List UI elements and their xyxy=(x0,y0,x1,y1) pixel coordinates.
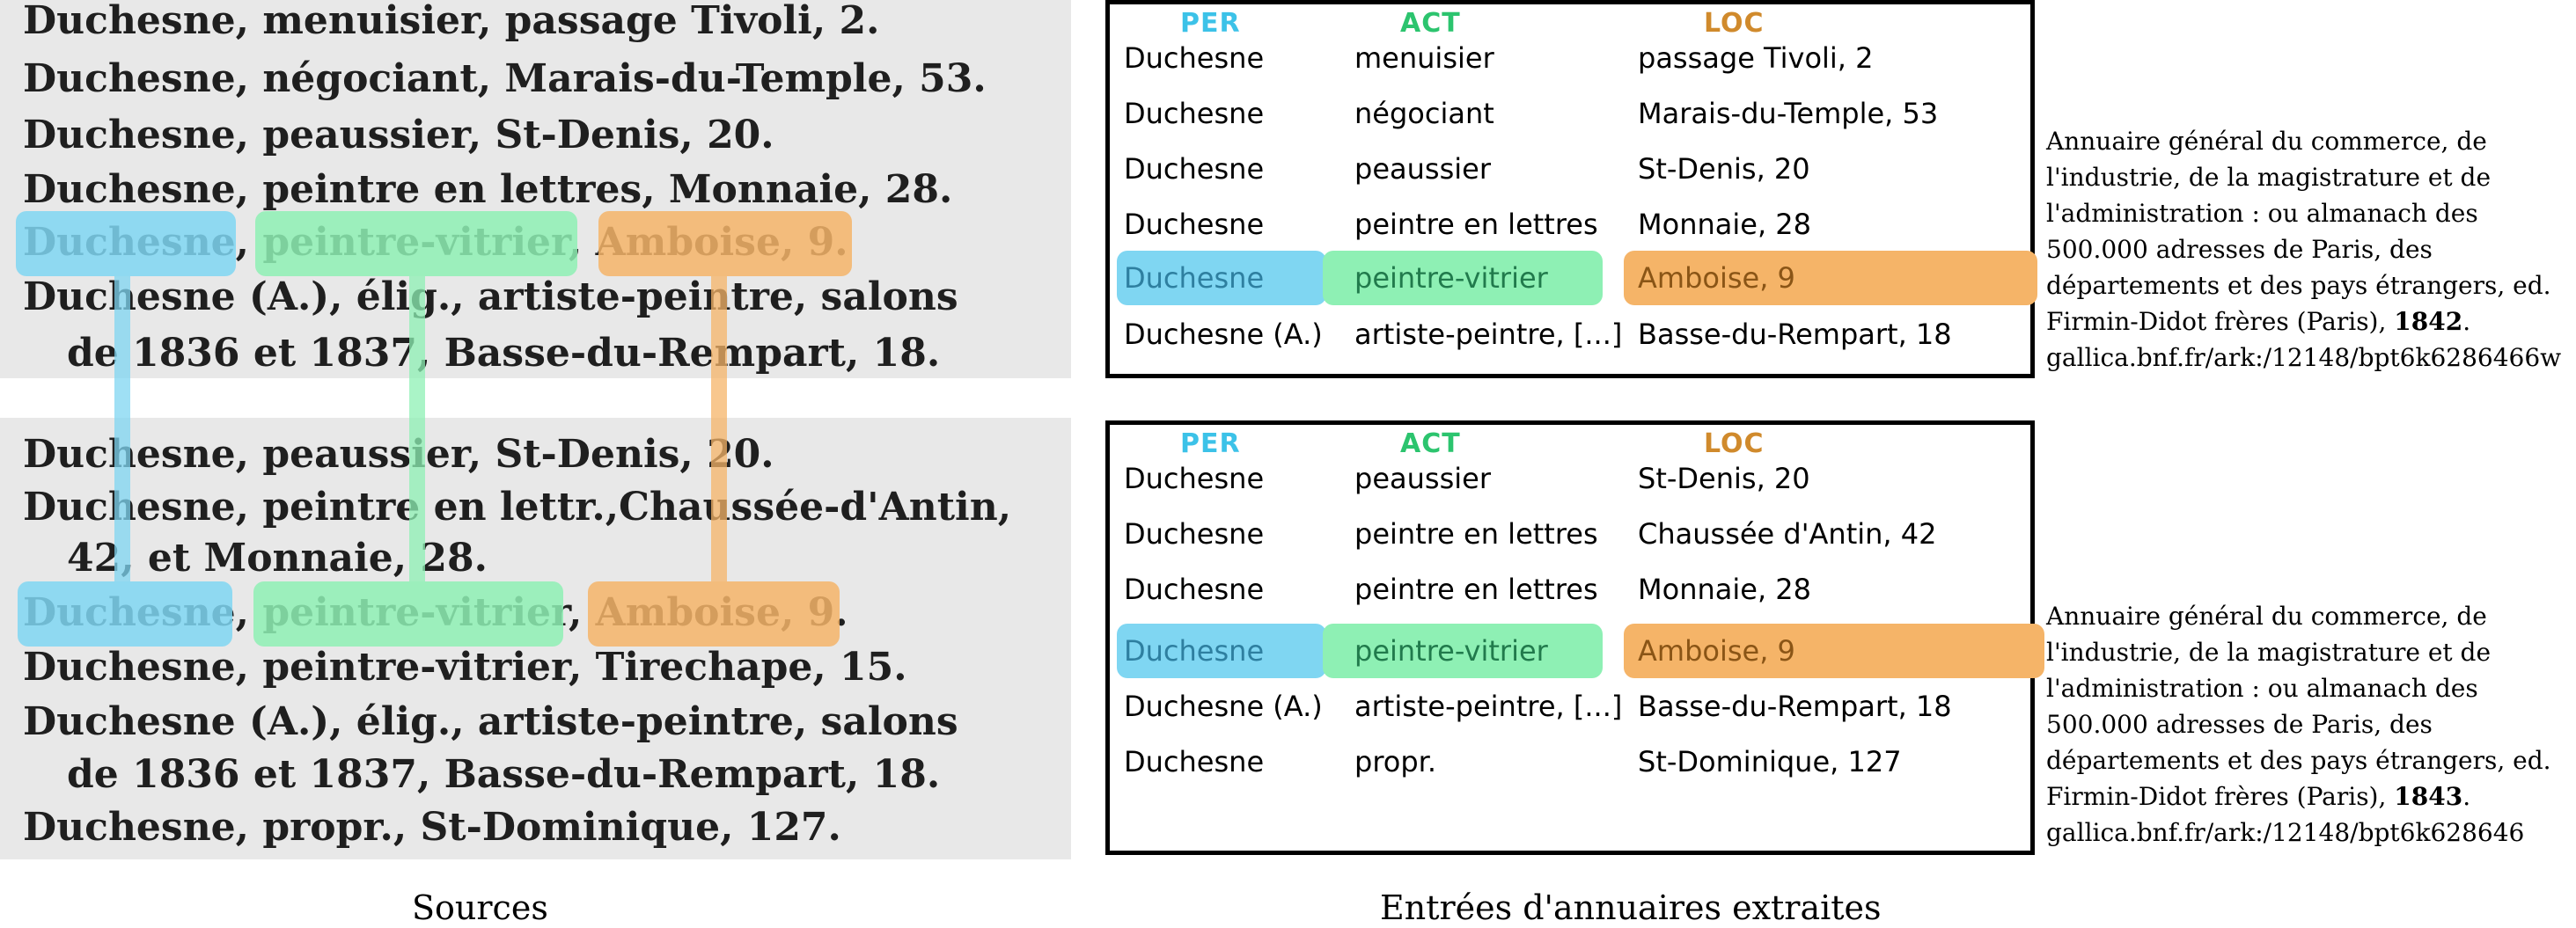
table-row: Duchesne peintre en lettres Monnaie, 28 xyxy=(1110,197,2030,252)
cell-per: Duchesne (A.) xyxy=(1124,318,1323,351)
cell-loc: Marais-du-Temple, 53 xyxy=(1638,97,1939,130)
cell-per: Duchesne xyxy=(1117,251,1326,305)
citation-year: 1842 xyxy=(2394,307,2463,336)
cell-per: Duchesne xyxy=(1124,745,1265,778)
scan-line: Duchesne, peaussier, St-Denis, 20. xyxy=(23,113,774,157)
table-row: Duchesne (A.) artiste-peintre, [...] Bas… xyxy=(1110,307,2030,362)
table-row: Duchesne menuisier passage Tivoli, 2 xyxy=(1110,31,2030,85)
source-scan-1842: Duchesne, menuisier, passage Tivoli, 2. … xyxy=(0,0,1071,378)
header-per: PER xyxy=(1180,428,1241,459)
cell-loc: Amboise, 9 xyxy=(1624,251,2037,305)
cell-loc: St-Denis, 20 xyxy=(1638,152,1810,186)
source-scan-1843: Duchesne, peaussier, St-Denis, 20. Duche… xyxy=(0,418,1071,859)
scan-line: Duchesne (A.), élig., artiste-peintre, s… xyxy=(23,274,958,319)
highlight-per-1842 xyxy=(16,211,236,276)
scan-line: Duchesne, peintre en lettres, Monnaie, 2… xyxy=(23,167,953,212)
citation-url: gallica.bnf.fr/ark:/12148/bpt6k628646 xyxy=(2046,818,2525,847)
cell-act: peintre-vitrier xyxy=(1323,251,1603,305)
scan-line: Duchesne, peintre en lettr.,Chaussée-d'A… xyxy=(23,485,1012,530)
table-row-highlighted: Duchesne peintre-vitrier Amboise, 9 xyxy=(1110,251,2037,305)
cell-per: Duchesne xyxy=(1124,573,1265,606)
header-act: ACT xyxy=(1400,8,1461,39)
cell-per: Duchesne xyxy=(1117,624,1326,678)
citation-text: Annuaire général du commerce, de l'indus… xyxy=(2046,127,2551,336)
cell-loc: Monnaie, 28 xyxy=(1638,208,1811,241)
link-loc xyxy=(711,276,727,581)
cell-act: propr. xyxy=(1354,745,1437,778)
cell-act: peintre en lettres xyxy=(1354,517,1598,551)
cell-per: Duchesne (A.) xyxy=(1124,690,1323,723)
table-row: Duchesne peintre en lettres Chaussée d'A… xyxy=(1110,507,2030,561)
link-act xyxy=(409,276,425,581)
cell-loc: Chaussée d'Antin, 42 xyxy=(1638,517,1937,551)
header-loc: LOC xyxy=(1704,428,1765,459)
scan-line: de 1836 et 1837, Basse-du-Rempart, 18. xyxy=(67,752,941,797)
citation-1842: Annuaire général du commerce, de l'indus… xyxy=(2046,127,2562,372)
highlight-act-1843 xyxy=(253,581,563,647)
cell-loc: Basse-du-Rempart, 18 xyxy=(1638,690,1952,723)
citation-1843: Annuaire général du commerce, de l'indus… xyxy=(2046,602,2551,847)
citation-text: Annuaire général du commerce, de l'indus… xyxy=(2046,602,2551,811)
cell-per: Duchesne xyxy=(1124,41,1265,75)
cell-act: artiste-peintre, [...] xyxy=(1354,690,1623,723)
cell-loc: Basse-du-Rempart, 18 xyxy=(1638,318,1952,351)
scan-line: Duchesne, peaussier, St-Denis, 20. xyxy=(23,432,774,477)
extracted-table-1843: PER ACT LOC Duchesne peaussier St-Denis,… xyxy=(1105,420,2044,855)
table-row: Duchesne peaussier St-Denis, 20 xyxy=(1110,142,2030,196)
cell-loc: St-Dominique, 127 xyxy=(1638,745,1902,778)
cell-per: Duchesne xyxy=(1124,97,1265,130)
scan-line: Duchesne (A.), élig., artiste-peintre, s… xyxy=(23,699,958,744)
cell-act: peaussier xyxy=(1354,152,1491,186)
header-act: ACT xyxy=(1400,428,1461,459)
cell-per: Duchesne xyxy=(1124,152,1265,186)
highlight-act-1842 xyxy=(255,211,577,276)
caption-sources: Sources xyxy=(412,888,548,927)
citation-url: gallica.bnf.fr/ark:/12148/bpt6k6286466w xyxy=(2046,343,2562,372)
table-row: Duchesne peaussier St-Denis, 20 xyxy=(1110,451,2030,506)
cell-act: peintre en lettres xyxy=(1354,208,1598,241)
header-per: PER xyxy=(1180,8,1241,39)
table-row: Duchesne peintre en lettres Monnaie, 28 xyxy=(1110,562,2030,617)
scan-line: Duchesne, négociant, Marais-du-Temple, 5… xyxy=(23,56,987,101)
caption-extracted: Entrées d'annuaires extraites xyxy=(1380,888,1882,927)
header-loc: LOC xyxy=(1704,8,1765,39)
table-row: Duchesne propr. St-Dominique, 127 xyxy=(1110,734,2030,789)
link-per xyxy=(114,276,130,581)
scan-line: Duchesne, menuisier, passage Tivoli, 2. xyxy=(23,0,880,43)
scan-line: Duchesne, propr., St-Dominique, 127. xyxy=(23,805,841,850)
highlight-loc-1843 xyxy=(588,581,840,647)
extracted-table-1842: PER ACT LOC Duchesne menuisier passage T… xyxy=(1105,0,2037,378)
cell-act: peintre-vitrier xyxy=(1323,624,1603,678)
cell-act: artiste-peintre, [...] xyxy=(1354,318,1623,351)
cell-loc: Amboise, 9 xyxy=(1624,624,2044,678)
highlight-per-1843 xyxy=(18,581,232,647)
highlight-loc-1842 xyxy=(598,211,852,276)
cell-loc: passage Tivoli, 2 xyxy=(1638,41,1874,75)
scan-line: Duchesne, peintre-vitrier, Tirechape, 15… xyxy=(23,645,907,690)
cell-loc: St-Denis, 20 xyxy=(1638,462,1810,495)
cell-per: Duchesne xyxy=(1124,208,1265,241)
scan-line: de 1836 et 1837, Basse-du-Rempart, 18. xyxy=(67,331,941,376)
table-row-highlighted: Duchesne peintre-vitrier Amboise, 9 xyxy=(1110,624,2044,678)
cell-act: négociant xyxy=(1354,97,1494,130)
cell-act: menuisier xyxy=(1354,41,1494,75)
cell-per: Duchesne xyxy=(1124,462,1265,495)
table-row: Duchesne négociant Marais-du-Temple, 53 xyxy=(1110,86,2030,141)
cell-act: peaussier xyxy=(1354,462,1491,495)
cell-per: Duchesne xyxy=(1124,517,1265,551)
citation-year: 1843 xyxy=(2394,782,2463,811)
cell-loc: Monnaie, 28 xyxy=(1638,573,1811,606)
table-row: Duchesne (A.) artiste-peintre, [...] Bas… xyxy=(1110,679,2030,734)
cell-act: peintre en lettres xyxy=(1354,573,1598,606)
